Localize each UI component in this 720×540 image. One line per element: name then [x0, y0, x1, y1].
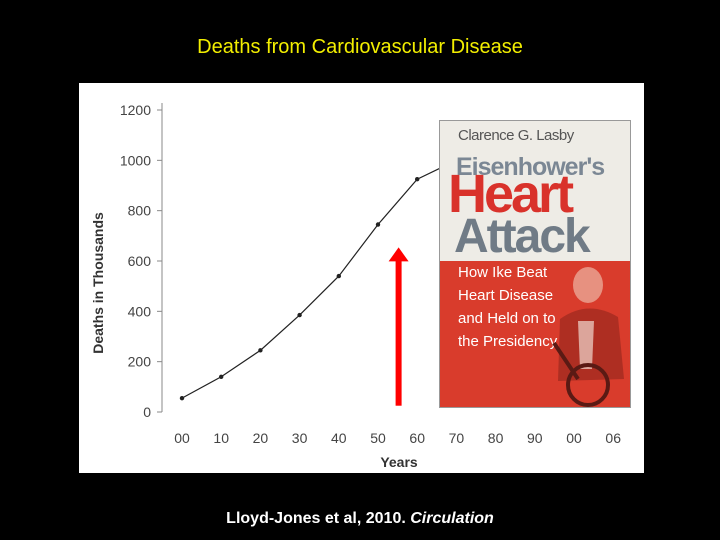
- x-tick-label: 00: [174, 430, 190, 446]
- x-tick-label: 40: [331, 430, 347, 446]
- book-author: Clarence G. Lasby: [458, 127, 574, 144]
- x-tick-label: 30: [292, 430, 308, 446]
- y-tick-label: 200: [128, 354, 152, 370]
- x-tick-label: 60: [409, 430, 425, 446]
- data-point: [179, 395, 185, 401]
- book-subtitle-line: the Presidency: [458, 333, 558, 350]
- citation-text: Lloyd-Jones et al, 2010.: [226, 510, 411, 527]
- y-axis-label: Deaths in Thousands: [90, 212, 106, 354]
- x-tick-label: 10: [213, 430, 229, 446]
- data-point: [375, 222, 381, 227]
- data-point: [415, 177, 420, 182]
- x-tick-label: 06: [605, 430, 621, 446]
- data-point: [219, 374, 224, 379]
- x-tick-label: 70: [449, 430, 465, 446]
- chart-figure: Deaths in Thousands Years 0 200 400 600 800 1…: [79, 83, 644, 473]
- eisenhower-wheelchair-photo: [552, 267, 624, 407]
- book-subtitle: How Ike Beat Heart Disease and Held on t…: [458, 261, 578, 353]
- slide-title: Deaths from Cardiovascular Disease: [197, 36, 523, 58]
- red-arrow-head: [388, 247, 409, 262]
- x-tick-label: 80: [488, 430, 504, 446]
- line-chart: Deaths in Thousands Years 02004006008001…: [90, 102, 621, 470]
- book-subtitle-line: How Ike Beat: [458, 264, 548, 281]
- x-axis-label: Years: [380, 454, 418, 470]
- red-arrow-shaft: [395, 260, 402, 406]
- y-tick-label: 800: [128, 203, 152, 219]
- x-tick-label: 50: [370, 430, 386, 446]
- citation: Lloyd-Jones et al, 2010. Circulation: [0, 510, 720, 528]
- x-tick-label: 20: [253, 430, 269, 446]
- y-tick-label: 0: [143, 404, 151, 420]
- x-tick-label: 90: [527, 430, 543, 446]
- book-title-line-1: Eisenhower's: [456, 153, 605, 181]
- x-tick-label: 00: [566, 430, 582, 446]
- book-cover-image: Clarence G. Lasby Eisenhower's Heart Att…: [439, 120, 631, 408]
- book-subtitle-line: and Held on to: [458, 310, 556, 327]
- book-title-line-3: Attack: [454, 210, 591, 263]
- data-point: [336, 273, 341, 279]
- citation-journal: Circulation: [410, 510, 494, 527]
- y-tick-label: 400: [128, 303, 152, 319]
- series-line: [181, 159, 457, 399]
- y-tick-label: 1000: [120, 152, 151, 168]
- book-title-line-2: Heart: [448, 164, 574, 224]
- y-tick-label: 1200: [120, 102, 151, 118]
- y-tick-label: 600: [128, 253, 152, 269]
- data-point: [258, 348, 263, 353]
- book-subtitle-line: Heart Disease: [458, 287, 554, 304]
- data-point: [297, 312, 302, 318]
